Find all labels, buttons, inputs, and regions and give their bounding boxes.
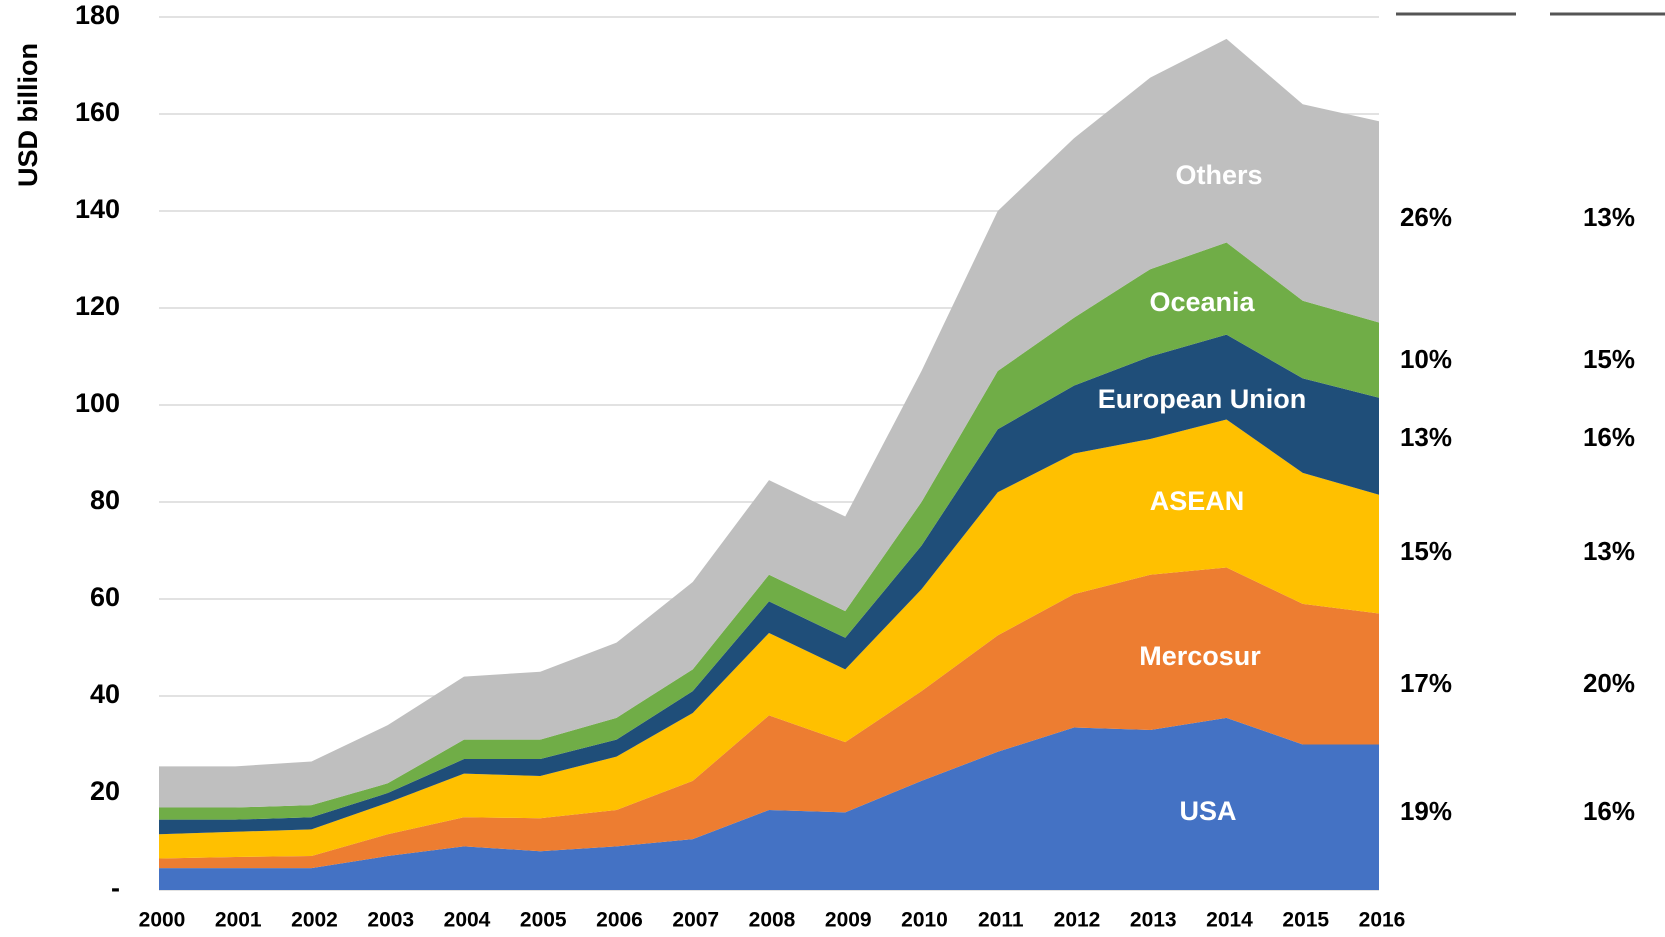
areas — [159, 38, 1379, 890]
x-tick-label: 2012 — [1054, 909, 1101, 932]
y-tick-label: 180 — [75, 0, 120, 30]
y-tick-label: 100 — [75, 388, 120, 418]
y-axis-label: USD billion — [13, 43, 43, 187]
y-tick-label: 120 — [75, 291, 120, 321]
y-tick-label: - — [111, 873, 120, 903]
share-label: 16% — [1583, 422, 1635, 452]
series-label: European Union — [1098, 384, 1307, 414]
share-label: 15% — [1583, 344, 1635, 374]
x-tick-label: 2006 — [596, 909, 643, 932]
x-tick-label: 2000 — [139, 909, 186, 932]
share-label: 16% — [1583, 796, 1635, 826]
y-tick-label: 140 — [75, 194, 120, 224]
x-tick-label: 2010 — [901, 909, 948, 932]
x-tick-label: 2014 — [1206, 909, 1253, 932]
area — [159, 717, 1379, 890]
x-tick-label: 2002 — [291, 909, 338, 932]
x-tick-label: 2016 — [1359, 909, 1406, 932]
series-label: Oceania — [1149, 287, 1255, 317]
x-tick-label: 2008 — [749, 909, 796, 932]
x-tick-label: 2009 — [825, 909, 872, 932]
share-label: 13% — [1400, 422, 1452, 452]
share-label: 17% — [1400, 668, 1452, 698]
x-tick-label: 2005 — [520, 909, 567, 932]
labels: - 20 40 60 80 100 120 140 160 180 2000 2001 2002 2003… — [75, 0, 1635, 931]
share-label: 26% — [1400, 202, 1452, 232]
x-tick-label: 2004 — [444, 909, 491, 932]
x-tick-label: 2015 — [1282, 909, 1329, 932]
share-label: 15% — [1400, 536, 1452, 566]
area — [159, 567, 1379, 869]
area — [159, 419, 1379, 859]
series-label: Mercosur — [1139, 641, 1261, 671]
share-label: 13% — [1583, 202, 1635, 232]
y-tick-label: 160 — [75, 97, 120, 127]
x-tick-label: 2013 — [1130, 909, 1177, 932]
y-tick-label: 40 — [90, 679, 120, 709]
x-tick-label: 2011 — [978, 909, 1024, 932]
share-label: 13% — [1583, 536, 1635, 566]
series-label: ASEAN — [1150, 486, 1245, 516]
series-label: USA — [1179, 796, 1236, 826]
x-tick-label: 2003 — [367, 909, 414, 932]
x-tick-label: 2001 — [215, 909, 262, 932]
x-tick-label: 2007 — [672, 909, 719, 932]
area — [159, 242, 1379, 820]
share-label: 10% — [1400, 344, 1452, 374]
y-tick-label: 80 — [90, 485, 120, 515]
y-tick-label: 20 — [90, 776, 120, 806]
area — [159, 334, 1379, 835]
share-label: 20% — [1583, 668, 1635, 698]
y-tick-label: 60 — [90, 582, 120, 612]
series-label: Others — [1175, 160, 1262, 190]
share-label: 19% — [1400, 796, 1452, 826]
area — [159, 38, 1379, 808]
